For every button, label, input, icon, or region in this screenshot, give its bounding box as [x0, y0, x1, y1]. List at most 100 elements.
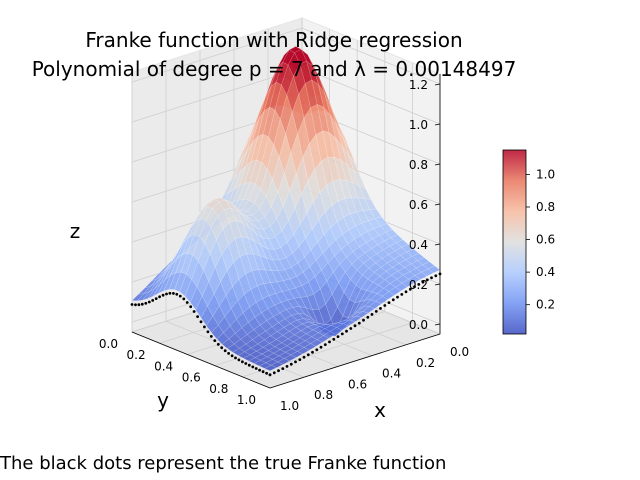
true-point — [387, 301, 391, 304]
colorbar-tick-label: 0.2 — [536, 298, 555, 312]
z-axis-label: z — [70, 219, 81, 243]
z-tick-mark — [434, 83, 441, 86]
true-point — [417, 283, 421, 286]
true-point — [430, 276, 433, 280]
y-tick-label: 0.0 — [99, 337, 118, 351]
true-point — [400, 293, 404, 296]
true-point — [182, 297, 186, 301]
z-tick-mark — [434, 163, 441, 166]
true-point — [216, 343, 220, 346]
true-point — [189, 305, 193, 309]
true-point — [241, 360, 244, 364]
true-point — [311, 350, 314, 354]
figure-caption: The black dots represent the true Franke… — [0, 453, 447, 474]
true-point — [383, 304, 387, 307]
true-point — [196, 315, 200, 318]
z-tick-mark — [434, 123, 441, 126]
true-point — [254, 367, 258, 370]
z-tick-mark — [434, 243, 441, 246]
true-point — [328, 340, 331, 344]
true-point — [244, 362, 248, 365]
chart-title-line1: Franke function with Ridge regression — [85, 28, 463, 52]
true-point — [272, 371, 276, 375]
true-point — [199, 320, 203, 324]
y-axis-line — [131, 331, 271, 389]
true-point — [353, 324, 357, 328]
true-point — [362, 318, 365, 322]
true-point — [345, 329, 348, 333]
true-point — [147, 300, 151, 304]
true-point — [306, 353, 310, 357]
true-point — [336, 335, 340, 338]
true-point — [206, 330, 210, 334]
true-point — [258, 368, 261, 372]
true-point — [396, 295, 399, 299]
colorbar-tick-label: 0.8 — [536, 200, 555, 214]
z-tick-label: 0.0 — [409, 318, 428, 332]
true-point — [203, 325, 206, 329]
true-point — [281, 367, 285, 370]
colorbar-tick-label: 1.0 — [536, 167, 555, 181]
colorbar-tick-label: 0.4 — [536, 265, 555, 279]
z-tick-label: 0.6 — [409, 198, 428, 212]
true-function-dots — [130, 272, 442, 377]
z-tick-label: 1.0 — [409, 118, 428, 132]
true-point — [130, 303, 134, 306]
true-point — [408, 287, 412, 291]
true-point — [168, 291, 172, 295]
z-tick-label: 0.4 — [409, 238, 428, 252]
true-point — [413, 285, 416, 289]
true-point — [227, 352, 231, 355]
surface-cell — [264, 364, 277, 372]
true-point — [178, 294, 182, 298]
z-tick-mark — [434, 283, 441, 286]
true-point — [265, 371, 268, 375]
x-tick-label: 0.8 — [314, 388, 333, 402]
true-point — [213, 339, 217, 342]
z-tick-mark — [434, 203, 441, 206]
true-point — [421, 280, 425, 284]
true-point — [161, 293, 165, 297]
true-point — [172, 292, 175, 295]
true-point — [404, 290, 408, 294]
x-tick-label: 0.2 — [416, 356, 435, 370]
true-point — [434, 274, 438, 278]
true-point — [158, 295, 162, 299]
true-point — [374, 310, 378, 313]
x-tick-label: 0.4 — [382, 367, 401, 381]
true-point — [230, 354, 234, 358]
true-point — [151, 299, 155, 302]
y-axis-label: y — [157, 388, 169, 412]
z-tick-mark — [434, 323, 441, 326]
true-point — [340, 332, 344, 336]
true-point — [285, 365, 289, 368]
x-axis-label: x — [374, 398, 386, 422]
true-point — [137, 303, 141, 307]
true-point — [294, 360, 297, 364]
true-point — [315, 348, 319, 352]
true-point — [134, 303, 137, 307]
true-point — [192, 310, 196, 313]
true-point — [366, 315, 370, 319]
y-tick-label: 0.4 — [154, 359, 173, 373]
z-tick-label: 1.2 — [409, 78, 428, 92]
true-point — [223, 349, 227, 353]
true-point — [425, 278, 429, 282]
true-point — [277, 369, 280, 373]
chart-title-line2: Polynomial of degree p = 7 and λ = 0.001… — [31, 57, 517, 81]
colorbar-tick-label: 0.6 — [536, 233, 555, 247]
true-point — [332, 337, 336, 341]
z-tick-label: 0.8 — [409, 158, 428, 172]
y-tick-label: 0.6 — [182, 371, 201, 385]
y-tick-label: 1.0 — [237, 393, 256, 407]
true-point — [289, 362, 293, 366]
x-tick-label: 0.6 — [348, 377, 367, 391]
y-tick-label: 0.8 — [209, 382, 228, 396]
true-point — [268, 373, 272, 377]
true-point — [302, 355, 306, 359]
true-point — [220, 346, 224, 350]
true-point — [349, 327, 353, 330]
true-point — [261, 370, 265, 374]
